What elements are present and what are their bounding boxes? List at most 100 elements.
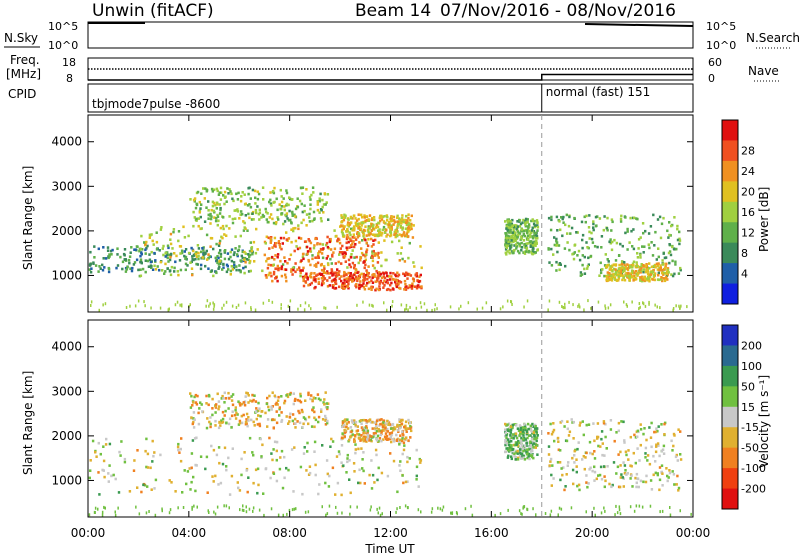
scatter-cell bbox=[639, 443, 642, 447]
scatter-cell bbox=[631, 485, 634, 488]
scatter-cell bbox=[390, 240, 394, 244]
scatter-cell bbox=[348, 263, 351, 266]
scatter-cell bbox=[529, 442, 532, 445]
scatter-cell bbox=[223, 257, 227, 261]
scatter-cell bbox=[408, 272, 411, 276]
scatter-cell bbox=[664, 265, 667, 268]
scatter-cell bbox=[623, 278, 627, 282]
scatter-cell bbox=[116, 264, 120, 267]
scatter-cell bbox=[257, 414, 260, 417]
scatter-cell bbox=[645, 474, 648, 478]
scatter-cell bbox=[389, 227, 392, 231]
scatter-cell bbox=[283, 205, 286, 208]
scatter-cell bbox=[345, 425, 348, 428]
scatter-cell bbox=[346, 233, 349, 237]
scatter-cell bbox=[516, 225, 520, 228]
scatter-cell bbox=[529, 434, 532, 437]
scatter-cell bbox=[520, 235, 523, 238]
scatter-cell bbox=[658, 454, 661, 458]
scatter-cell bbox=[239, 404, 242, 407]
scatter-cell bbox=[145, 240, 148, 244]
scatter-cell bbox=[235, 253, 239, 256]
scatter-cell bbox=[98, 265, 101, 268]
ground-scatter-cell bbox=[379, 513, 382, 517]
scatter-cell bbox=[509, 240, 512, 244]
scatter-cell bbox=[529, 424, 532, 428]
scatter-cell bbox=[556, 229, 559, 232]
scatter-cell bbox=[240, 473, 243, 477]
scatter-cell bbox=[517, 429, 521, 433]
scatter-cell bbox=[415, 272, 418, 275]
ground-scatter-cell bbox=[378, 506, 381, 510]
colorbar-segment bbox=[722, 120, 738, 141]
scatter-cell bbox=[585, 474, 588, 477]
scatter-cell bbox=[322, 269, 325, 273]
scatter-cell bbox=[629, 477, 632, 480]
scatter-cell bbox=[343, 419, 346, 422]
scatter-cell bbox=[521, 229, 524, 233]
scatter-cell bbox=[199, 215, 202, 219]
scatter-cell bbox=[403, 425, 406, 429]
scatter-cell bbox=[631, 245, 634, 248]
scatter-cell bbox=[148, 236, 151, 239]
scatter-cell bbox=[290, 228, 293, 231]
scatter-cell bbox=[232, 199, 235, 203]
scatter-cell bbox=[192, 475, 195, 479]
scatter-cell bbox=[354, 271, 357, 275]
scatter-cell bbox=[361, 239, 364, 242]
scatter-cell bbox=[322, 281, 325, 285]
scatter-cell bbox=[505, 246, 509, 250]
scatter-cell bbox=[399, 280, 403, 284]
scatter-cell bbox=[359, 258, 362, 262]
scatter-cell bbox=[608, 271, 611, 275]
scatter-cell bbox=[609, 277, 613, 281]
scatter-cell bbox=[398, 424, 402, 428]
scatter-cell bbox=[92, 262, 95, 265]
scatter-cell bbox=[326, 270, 329, 273]
scatter-cell bbox=[679, 268, 682, 272]
scatter-cell bbox=[394, 231, 397, 235]
scatter-cell bbox=[315, 262, 318, 266]
scatter-cell bbox=[375, 425, 378, 428]
scatter-cell bbox=[662, 268, 666, 271]
scatter-cell bbox=[631, 262, 635, 266]
scatter-cell bbox=[305, 213, 309, 216]
scatter-cell bbox=[599, 465, 603, 469]
scatter-cell bbox=[348, 278, 351, 281]
scatter-cell bbox=[346, 285, 349, 288]
scatter-cell bbox=[346, 418, 349, 421]
scatter-cell bbox=[337, 450, 341, 453]
scatter-cell bbox=[222, 216, 225, 219]
scatter-cell bbox=[653, 244, 656, 247]
scatter-cell bbox=[248, 216, 251, 220]
scatter-cell bbox=[573, 243, 577, 247]
scatter-cell bbox=[307, 473, 311, 476]
scatter-cell bbox=[151, 268, 155, 271]
scatter-cell bbox=[532, 247, 535, 250]
scatter-cell bbox=[365, 426, 368, 430]
scatter-cell bbox=[218, 405, 221, 408]
scatter-cell bbox=[369, 232, 372, 235]
scatter-cell bbox=[219, 424, 222, 427]
scatter-cell bbox=[314, 418, 318, 422]
scatter-cell bbox=[312, 277, 316, 280]
scatter-cell bbox=[285, 189, 288, 192]
scatter-cell bbox=[600, 477, 604, 481]
scatter-cell bbox=[366, 229, 370, 232]
ground-scatter-cell bbox=[433, 308, 436, 312]
scatter-cell bbox=[407, 439, 410, 442]
scatter-cell bbox=[347, 279, 350, 283]
scatter-cell bbox=[200, 263, 203, 267]
scatter-cell bbox=[246, 490, 249, 494]
scatter-cell bbox=[307, 415, 311, 419]
scatter-cell bbox=[670, 273, 673, 276]
scatter-cell bbox=[536, 229, 539, 232]
scatter-cell bbox=[311, 408, 314, 412]
scatter-cell bbox=[287, 237, 291, 240]
scatter-cell bbox=[289, 391, 292, 395]
scatter-cell bbox=[243, 250, 246, 254]
ground-scatter-cell bbox=[177, 506, 179, 510]
scatter-cell bbox=[658, 466, 662, 469]
scatter-cell bbox=[302, 422, 305, 426]
scatter-cell bbox=[145, 437, 148, 441]
